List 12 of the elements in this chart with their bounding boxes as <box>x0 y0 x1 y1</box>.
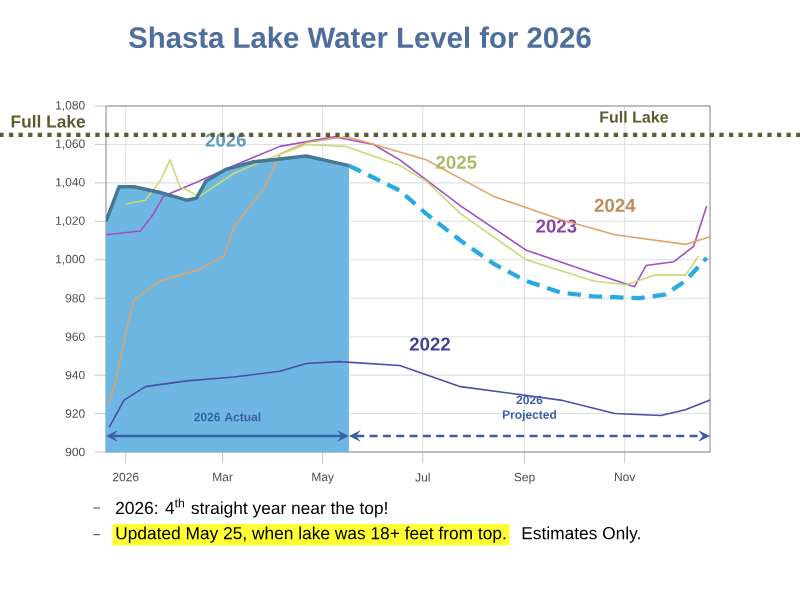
line-series <box>108 360 711 428</box>
text: Updated May 25, when lake was 18+ feet from top. <box>116 526 506 543</box>
chart-title: Shasta Lake Water Level for 2026 <box>129 26 591 49</box>
ref-line-label: Full Lake <box>11 114 86 128</box>
text: Estimates Only. <box>522 526 640 543</box>
line-series <box>108 135 711 403</box>
text: Full Lake <box>600 110 669 123</box>
series-label: 2022 <box>409 337 450 351</box>
series-label: 2025 <box>436 155 477 169</box>
series-label: 2023 <box>536 219 577 233</box>
series-label: 2024 <box>594 198 636 213</box>
text: 2026: 4$^{th}$ straight year near the top! <box>116 498 387 518</box>
